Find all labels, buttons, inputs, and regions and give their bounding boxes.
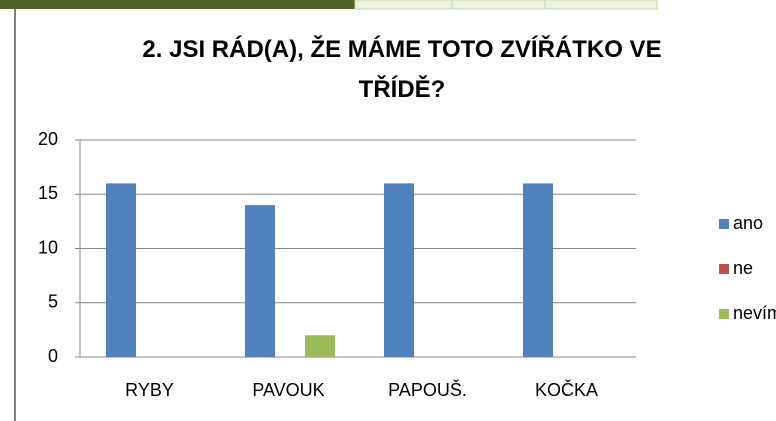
legend-label: nevím	[733, 303, 776, 323]
chart-title: 2. JSI RÁD(A), ŽE MÁME TOTO ZVÍŘÁTKO VE …	[142, 36, 662, 103]
bar	[106, 183, 136, 357]
y-tick-label: 20	[38, 129, 58, 149]
bar	[523, 183, 553, 357]
y-tick-label: 0	[48, 346, 58, 366]
bar	[245, 205, 275, 357]
x-tick-label: PAVOUK	[252, 380, 324, 400]
legend-swatch	[719, 264, 729, 274]
bar	[305, 335, 335, 357]
x-tick-label: RYBY	[125, 380, 174, 400]
bar	[384, 183, 414, 357]
legend-swatch	[719, 309, 729, 319]
x-tick-label: PAPOUŠ.	[388, 379, 467, 400]
y-tick-label: 10	[38, 237, 58, 257]
top-bar	[0, 0, 355, 9]
legend-swatch	[719, 219, 729, 229]
legend-label: ne	[733, 258, 753, 278]
x-tick-label: KOČKA	[535, 379, 598, 400]
legend-label: ano	[733, 213, 763, 233]
y-tick-label: 5	[48, 292, 58, 312]
top-bar-cells	[354, 0, 658, 10]
y-tick-label: 15	[38, 183, 58, 203]
